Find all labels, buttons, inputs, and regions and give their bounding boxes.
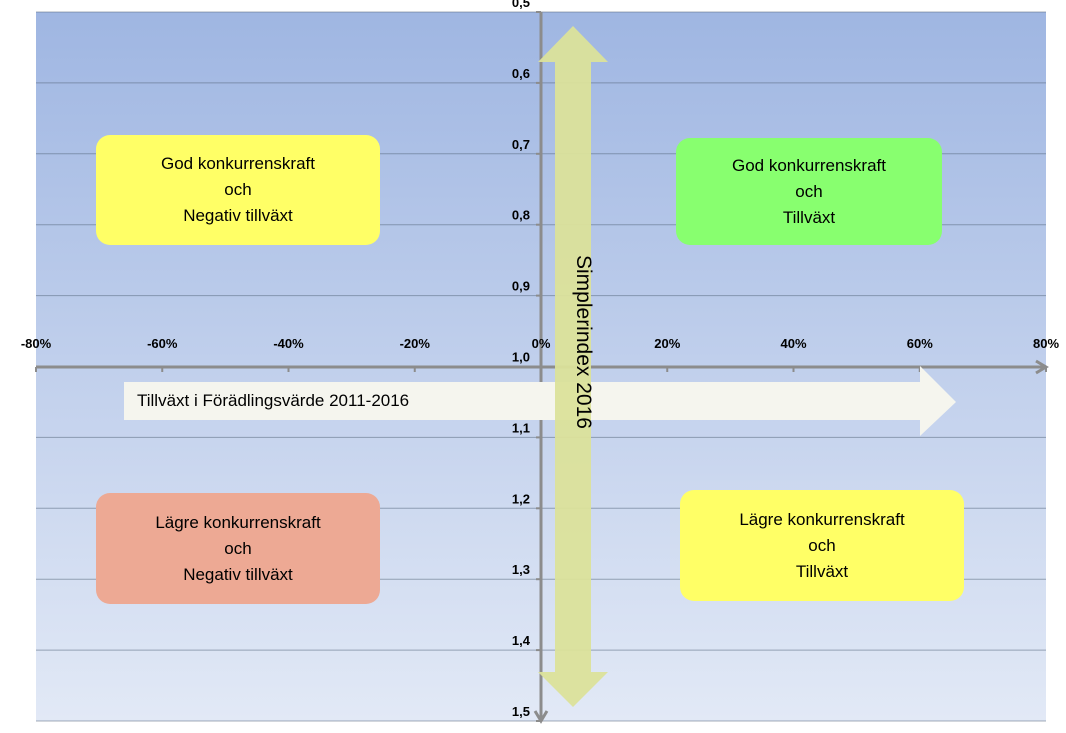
quadrant-line: och [224, 180, 252, 199]
x-tick-label: -40% [273, 336, 304, 351]
x-tick-label: 0% [532, 336, 551, 351]
y-tick-labels: 0,5 0,6 0,7 0,8 0,9 1,0 1,1 1,2 1,3 1,4 1,5 [512, 0, 531, 719]
y-tick-label: 0,8 [512, 208, 530, 223]
quadrant-line: God konkurrenskraft [160, 154, 315, 173]
y-tick-label: 0,5 [512, 0, 530, 10]
x-tick-label: 20% [654, 336, 680, 351]
y-tick-label: 1,2 [512, 491, 530, 506]
quadrant-top-right: God konkurrenskraft och Tillväxt [676, 138, 942, 245]
quadrant-bottom-right: Lägre konkurrenskraft och Tillväxt [680, 490, 964, 601]
quadrant-top-left: God konkurrenskraft och Negativ tillväxt [96, 135, 380, 245]
y-tick-label: 1,0 [512, 350, 530, 365]
x-tick-labels: -80% -60% -40% -20% 0% 20% 40% 60% 80% [21, 336, 1060, 351]
y-tick-label: 1,1 [512, 420, 530, 435]
quadrant-line: Negativ tillväxt [183, 206, 293, 225]
quadrant-line: Tillväxt [782, 207, 836, 227]
y-tick-label: 1,3 [512, 562, 530, 577]
quadrant-bottom-left: Lägre konkurrenskraft och Negativ tillvä… [96, 493, 380, 604]
quadrant-line: och [795, 181, 823, 201]
x-tick-label: 40% [780, 336, 806, 351]
y-tick-label: 1,5 [512, 704, 530, 719]
vertical-arrow-label: Simplerindex 2016 [572, 255, 595, 429]
axes [35, 11, 1049, 724]
quadrant-line: Lägre konkurrenskraft [155, 512, 321, 532]
arrows [124, 26, 956, 707]
x-tick-label: 80% [1033, 336, 1059, 351]
x-tick-label: -20% [400, 336, 431, 351]
quadrant-line: God konkurrenskraft [731, 155, 886, 175]
vertical-arrow [538, 26, 608, 707]
quadrant-line: och [224, 538, 252, 558]
x-axis-arrowhead [1035, 359, 1049, 375]
quadrant-line: Tillväxt [795, 561, 849, 581]
x-tick-label: -60% [147, 336, 178, 351]
horizontal-arrow-label: Tillväxt i Förädlingsvärde 2011-2016 [137, 391, 410, 410]
quadrant-line: och [808, 535, 836, 555]
y-tick-label: 1,4 [512, 633, 531, 648]
x-tick-label: 60% [907, 336, 933, 351]
y-axis-arrowhead [533, 710, 549, 724]
quadrant-line: Lägre konkurrenskraft [739, 509, 905, 529]
y-tick-label: 0,7 [512, 137, 530, 152]
x-tick-label: -80% [21, 336, 52, 351]
horizontal-arrow [124, 366, 956, 436]
y-tick-label: 0,9 [512, 279, 530, 294]
quadrant-line: Negativ tillväxt [183, 564, 293, 584]
y-tick-label: 0,6 [512, 66, 530, 81]
